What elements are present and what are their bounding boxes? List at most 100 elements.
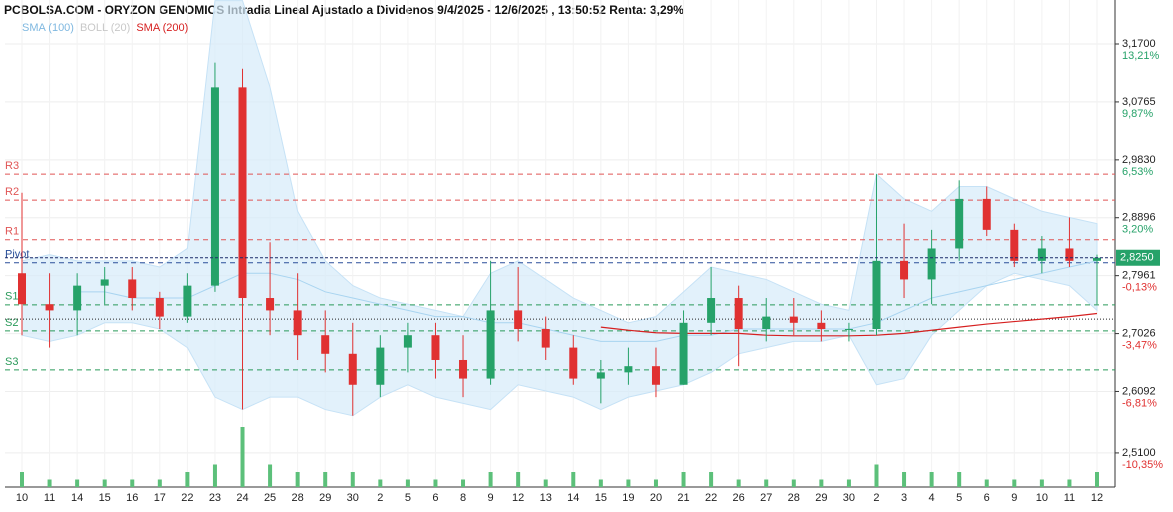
candle-body	[679, 322, 688, 385]
volume-bar	[488, 472, 493, 487]
y-tick-label: 2,6092	[1122, 385, 1156, 397]
pivot-label: S2	[5, 317, 18, 329]
x-tick-label: 15	[595, 492, 607, 504]
volume-bar	[571, 472, 576, 487]
x-tick-label: 4	[929, 492, 935, 504]
volume-bar	[295, 472, 300, 487]
y-tick-label: 2,7961	[1122, 270, 1156, 282]
legend-entry: SMA (200)	[136, 22, 188, 34]
volume-bar	[1095, 472, 1099, 487]
x-tick-label: 13	[540, 492, 552, 504]
volume-bar	[874, 464, 879, 487]
legend-entry: SMA (100)	[22, 22, 74, 34]
x-tick-label: 5	[956, 492, 962, 504]
volume-bar	[846, 479, 851, 487]
volume-bar	[157, 479, 162, 487]
y-tick-label: 2,7026	[1122, 327, 1156, 339]
volume-bar	[764, 479, 769, 487]
candle-body	[45, 304, 54, 311]
x-tick-label: 12	[512, 492, 524, 504]
candle-body	[596, 372, 605, 379]
volume-bar	[102, 479, 107, 487]
candle-body	[321, 335, 330, 354]
candle-body	[73, 285, 82, 311]
x-tick-label: 22	[705, 492, 717, 504]
volume-bar	[185, 472, 190, 487]
volume-bar	[957, 472, 962, 487]
candle-body	[403, 335, 412, 348]
candle-body	[900, 260, 909, 280]
volume-bar	[130, 479, 135, 487]
volume-bar	[20, 472, 24, 487]
volume-bar	[378, 479, 383, 487]
x-tick-label: 2	[377, 492, 383, 504]
candle-body	[486, 310, 495, 379]
y-tick-pct: -3,47%	[1122, 339, 1157, 351]
candle-body	[651, 366, 660, 385]
x-tick-label: 3	[901, 492, 907, 504]
sma-line	[77, 260, 1098, 342]
y-tick-pct: -10,35%	[1122, 459, 1163, 471]
bollinger-band	[21, 0, 1098, 417]
volume-bar	[350, 472, 355, 487]
volume-bar	[543, 479, 548, 487]
x-tick-label: 6	[432, 492, 438, 504]
candle-body	[844, 329, 853, 331]
y-tick-label: 2,5100	[1122, 447, 1156, 459]
candle-body	[789, 316, 798, 323]
x-tick-label: 24	[236, 492, 248, 504]
x-tick-label: 16	[126, 492, 138, 504]
x-tick-label: 8	[460, 492, 466, 504]
y-tick-label: 2,9830	[1122, 154, 1156, 166]
x-tick-label: 26	[733, 492, 745, 504]
volume-bar	[984, 479, 989, 487]
volume-bar	[681, 472, 686, 487]
y-tick-pct: 6,53%	[1122, 166, 1153, 178]
x-tick-label: 25	[264, 492, 276, 504]
candle-body	[707, 298, 716, 323]
y-tick-label: 2,8896	[1122, 212, 1156, 224]
candle-body	[569, 347, 578, 379]
last-price-box	[1116, 249, 1160, 266]
candle-body	[266, 298, 275, 311]
x-tick-label: 14	[71, 492, 83, 504]
candle-body	[982, 198, 991, 230]
candle-body	[238, 87, 247, 299]
x-tick-label: 17	[154, 492, 166, 504]
pivot-label: R3	[5, 160, 19, 172]
candle-body	[459, 359, 468, 379]
volume-bar	[405, 479, 410, 487]
volume-bar	[736, 479, 741, 487]
candle-body	[18, 273, 26, 305]
volume-bar	[902, 472, 907, 487]
candle-body	[1037, 248, 1046, 261]
volume-bar	[709, 472, 714, 487]
candle-body	[431, 335, 440, 360]
x-tick-label: 23	[209, 492, 221, 504]
x-tick-label: 9	[1011, 492, 1017, 504]
x-tick-label: 21	[677, 492, 689, 504]
x-tick-label: 22	[181, 492, 193, 504]
x-tick-label: 15	[99, 492, 111, 504]
volume-bar	[1012, 479, 1017, 487]
volume-bar	[819, 479, 824, 487]
legend-entry: BOLL (20)	[80, 22, 130, 34]
candle-body	[927, 248, 936, 280]
x-tick-label: 30	[347, 492, 359, 504]
x-tick-label: 11	[44, 492, 55, 504]
candle-body	[872, 260, 881, 330]
x-tick-label: 19	[622, 492, 634, 504]
candle-body	[100, 279, 109, 286]
volume-bar	[516, 472, 521, 487]
candle-body	[1010, 229, 1019, 261]
pivot-label: R2	[5, 186, 19, 198]
volume-bar	[791, 479, 796, 487]
volume-bar	[240, 427, 245, 487]
y-tick-label: 3,0765	[1122, 96, 1156, 108]
candle-body	[293, 310, 302, 336]
volume-bar	[1039, 479, 1044, 487]
candle-body	[817, 322, 826, 330]
x-tick-label: 2	[873, 492, 879, 504]
x-tick-label: 20	[650, 492, 662, 504]
